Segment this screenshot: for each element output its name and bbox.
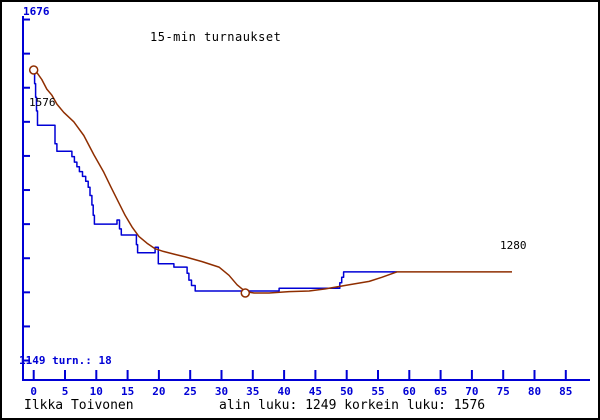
y-axis-max-label: 1676 [23, 5, 50, 18]
x-axis-tick-label: 15 [121, 385, 134, 398]
x-axis-tick-label: 10 [90, 385, 103, 398]
x-axis-tick-label: 75 [497, 385, 510, 398]
x-axis-tick-label: 30 [215, 385, 228, 398]
x-axis-tick-label: 45 [309, 385, 322, 398]
x-axis-tick-label: 80 [528, 385, 541, 398]
x-axis-tick-label: 40 [277, 385, 290, 398]
start-value-label: 1576 [29, 96, 56, 109]
x-axis-tick-label: 65 [434, 385, 447, 398]
x-axis-tick-label: 55 [371, 385, 384, 398]
rating-stats: alin luku: 1249 korkein luku: 1576 [219, 398, 486, 413]
x-axis-tick-label: 0 [30, 385, 37, 398]
rating-per-game-step-line [33, 69, 397, 292]
x-axis-tick-label: 20 [152, 385, 165, 398]
x-axis-tick-label: 60 [403, 385, 416, 398]
x-axis-tick-label: 50 [340, 385, 353, 398]
x-axis-tick-label: 70 [465, 385, 478, 398]
y-axis-min-label: 1149 turn.: 18 [19, 354, 112, 367]
rating-smoothed-line [33, 69, 512, 294]
x-axis-tick-label: 35 [246, 385, 259, 398]
data-point-marker [28, 65, 39, 75]
x-axis-tick-label: 85 [559, 385, 572, 398]
end-value-label: 1280 [500, 239, 527, 252]
data-point-marker [240, 288, 251, 298]
player-name: Ilkka Toivonen [24, 398, 134, 413]
x-axis-tick-label: 25 [184, 385, 197, 398]
chart-title: 15-min turnaukset [150, 30, 282, 44]
x-axis-tick-label: 5 [62, 385, 69, 398]
